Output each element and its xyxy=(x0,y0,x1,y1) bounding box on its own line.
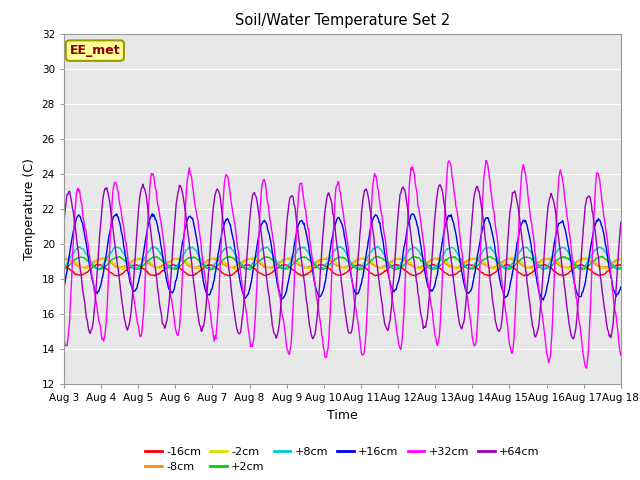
Line: -8cm: -8cm xyxy=(64,258,621,268)
+16cm xyxy=(540,297,547,303)
Line: +32cm: +32cm xyxy=(64,160,621,368)
-8cm xyxy=(432,255,440,261)
+8cm xyxy=(374,243,381,249)
+8cm xyxy=(60,264,68,269)
Line: +8cm: +8cm xyxy=(64,246,621,270)
-8cm xyxy=(184,262,192,268)
-16cm xyxy=(617,263,625,268)
-2cm xyxy=(214,255,222,261)
-8cm xyxy=(617,256,625,262)
Line: -16cm: -16cm xyxy=(64,264,621,276)
+16cm xyxy=(127,283,135,288)
+32cm xyxy=(60,333,68,339)
-2cm xyxy=(412,264,419,270)
+64cm xyxy=(617,219,625,225)
+64cm xyxy=(428,271,435,276)
-2cm xyxy=(323,254,331,260)
+8cm xyxy=(70,250,78,255)
+32cm xyxy=(426,296,434,301)
+16cm xyxy=(428,287,435,292)
-2cm xyxy=(119,266,127,272)
+16cm xyxy=(148,211,156,217)
+2cm xyxy=(214,263,221,269)
+64cm xyxy=(570,336,577,342)
X-axis label: Time: Time xyxy=(327,408,358,421)
+64cm xyxy=(127,306,135,312)
Title: Soil/Water Temperature Set 2: Soil/Water Temperature Set 2 xyxy=(235,13,450,28)
+2cm xyxy=(184,255,192,261)
+64cm xyxy=(60,220,68,226)
Line: +64cm: +64cm xyxy=(64,184,621,339)
+16cm xyxy=(185,214,193,220)
-16cm xyxy=(184,271,192,277)
-16cm xyxy=(503,261,511,267)
-8cm xyxy=(70,260,78,266)
+64cm xyxy=(185,235,193,241)
-2cm xyxy=(70,258,78,264)
Line: -2cm: -2cm xyxy=(64,257,621,269)
-2cm xyxy=(128,260,136,266)
+32cm xyxy=(214,317,221,323)
+2cm xyxy=(598,253,605,259)
+2cm xyxy=(355,267,363,273)
-16cm xyxy=(70,270,78,276)
-16cm xyxy=(214,266,221,272)
-16cm xyxy=(412,273,419,279)
+16cm xyxy=(60,285,68,291)
-16cm xyxy=(410,273,418,278)
+2cm xyxy=(127,264,135,270)
+2cm xyxy=(70,257,78,263)
+64cm xyxy=(70,216,78,222)
-8cm xyxy=(428,257,435,263)
+16cm xyxy=(70,225,78,231)
+16cm xyxy=(411,214,419,220)
+32cm xyxy=(410,170,418,176)
+32cm xyxy=(184,174,192,180)
+32cm xyxy=(127,280,135,286)
+64cm xyxy=(139,181,147,187)
Line: +2cm: +2cm xyxy=(64,256,621,270)
Text: EE_met: EE_met xyxy=(70,44,120,57)
+8cm xyxy=(214,258,221,264)
+2cm xyxy=(617,266,625,272)
-8cm xyxy=(411,265,419,271)
-2cm xyxy=(60,256,68,262)
+32cm xyxy=(482,157,490,163)
+8cm xyxy=(411,245,419,251)
+8cm xyxy=(127,263,135,269)
-2cm xyxy=(617,255,625,261)
+16cm xyxy=(214,251,222,257)
-16cm xyxy=(60,263,68,269)
-2cm xyxy=(185,260,193,266)
+32cm xyxy=(617,353,625,359)
+8cm xyxy=(617,264,625,270)
+8cm xyxy=(184,246,192,252)
Line: +16cm: +16cm xyxy=(64,214,621,300)
+8cm xyxy=(613,267,621,273)
+64cm xyxy=(411,265,419,271)
+16cm xyxy=(617,284,625,290)
+64cm xyxy=(214,188,222,193)
+32cm xyxy=(583,365,591,371)
+2cm xyxy=(60,265,68,271)
+2cm xyxy=(411,254,419,260)
-16cm xyxy=(428,262,435,268)
-2cm xyxy=(428,258,436,264)
-8cm xyxy=(376,265,384,271)
Y-axis label: Temperature (C): Temperature (C) xyxy=(23,158,36,260)
+2cm xyxy=(428,266,435,272)
-8cm xyxy=(214,257,221,263)
+8cm xyxy=(428,264,435,270)
Legend: -16cm, -8cm, -2cm, +2cm, +8cm, +16cm, +32cm, +64cm: -16cm, -8cm, -2cm, +2cm, +8cm, +16cm, +3… xyxy=(141,442,544,477)
-8cm xyxy=(60,256,68,262)
-16cm xyxy=(127,264,135,269)
-8cm xyxy=(127,258,135,264)
+32cm xyxy=(70,224,78,229)
